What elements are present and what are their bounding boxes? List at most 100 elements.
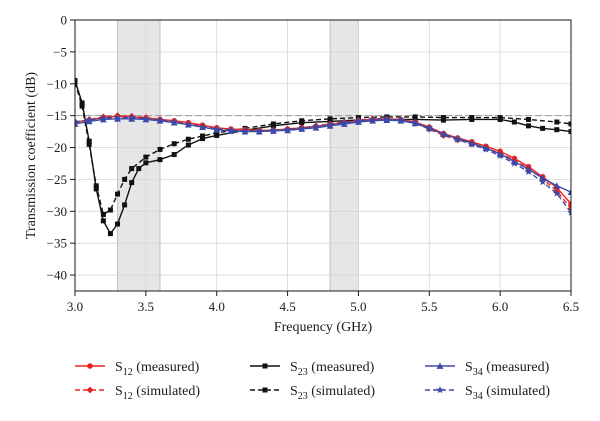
y-tick-label: −20 bbox=[47, 140, 67, 155]
series-s34-simulated-point bbox=[212, 125, 221, 133]
series-s23-simulated-point bbox=[440, 115, 446, 121]
series-s34-simulated-point bbox=[553, 189, 561, 197]
series-s23-simulated-point bbox=[214, 130, 220, 136]
series-s34-simulated-point bbox=[397, 116, 405, 124]
series-s34-simulated-point bbox=[538, 177, 547, 186]
series-s34-simulated-point bbox=[241, 126, 249, 135]
x-tick-label: 4.0 bbox=[209, 299, 225, 314]
series-s23-measured-point bbox=[540, 125, 546, 131]
series-s34-simulated-point bbox=[439, 130, 448, 138]
series-s34-simulated-point bbox=[269, 126, 278, 134]
x-tick-label: 5.0 bbox=[350, 299, 366, 314]
series-s34-simulated-point bbox=[425, 123, 434, 131]
y-tick-label: −30 bbox=[47, 204, 67, 219]
series-s23-measured-point bbox=[79, 100, 85, 106]
y-tick-label: −25 bbox=[47, 172, 67, 187]
series-s34-simulated-point bbox=[142, 114, 150, 123]
y-tick-label: −40 bbox=[47, 268, 67, 283]
series-s34-simulated-point bbox=[99, 114, 108, 122]
series-s23-simulated-point bbox=[299, 118, 305, 124]
legend-s12-simulated-label: S12 (simulated) bbox=[115, 384, 200, 402]
series-s23-simulated-point bbox=[86, 141, 92, 147]
y-axis-title: Transmission coefficient (dB) bbox=[24, 72, 39, 240]
series-s23-simulated-point bbox=[200, 133, 206, 139]
y-tick-label: −5 bbox=[53, 44, 67, 59]
series-s23-measured-point bbox=[115, 221, 121, 227]
series-s34-measured-point bbox=[567, 188, 571, 196]
series-s23-measured-point bbox=[525, 123, 531, 129]
legend: S12 (measured) S12 (simulated) S23 (measur… bbox=[75, 360, 550, 402]
series-s23-simulated-point bbox=[412, 114, 418, 120]
series-s23-simulated-point bbox=[79, 103, 85, 109]
series-s34-simulated-point bbox=[496, 151, 504, 160]
y-tick-label: −35 bbox=[47, 236, 67, 251]
series-s34-simulated-point bbox=[326, 120, 334, 128]
series-s23-simulated-point bbox=[100, 211, 106, 217]
series-s34-simulated-point bbox=[468, 140, 476, 148]
series-s34-simulated-point bbox=[382, 114, 391, 123]
series-s23-measured-point bbox=[200, 136, 206, 142]
series-s23-measured-point bbox=[107, 231, 113, 237]
series-s34-simulated-point bbox=[184, 120, 193, 128]
series-s23-measured-point bbox=[157, 157, 163, 163]
legend-s12-measured-marker bbox=[87, 363, 93, 369]
legend-s12-simulated-marker bbox=[86, 386, 94, 394]
legend-s12-measured: S12 (measured) bbox=[75, 360, 200, 378]
series-s23-simulated-point bbox=[93, 183, 99, 189]
series-s34-simulated bbox=[75, 113, 571, 216]
legend-s12-simulated: S12 (simulated) bbox=[75, 384, 200, 402]
legend-s34-measured-label: S34 (measured) bbox=[465, 360, 550, 378]
series-s23-simulated-point bbox=[497, 115, 503, 121]
legend-s34-simulated-marker bbox=[436, 386, 444, 394]
series-s23-measured-point bbox=[440, 117, 446, 123]
legend-s12-measured-label: S12 (measured) bbox=[115, 360, 200, 378]
plot-frame bbox=[74, 19, 572, 292]
series-s23-measured-point bbox=[100, 218, 106, 224]
series-s34-simulated-point bbox=[354, 116, 363, 124]
x-tick-label: 3.5 bbox=[138, 299, 154, 314]
series-s23-measured-point bbox=[136, 166, 142, 172]
x-tick-label: 3.0 bbox=[67, 299, 83, 314]
legend-s23-simulated-marker bbox=[262, 387, 268, 393]
series-s34-simulated-point bbox=[368, 115, 377, 123]
x-tick-label: 6.0 bbox=[492, 299, 508, 314]
y-tick-label: −10 bbox=[47, 76, 67, 91]
series-s23-measured-point bbox=[554, 127, 560, 133]
series-s23-measured-point bbox=[214, 132, 220, 138]
legend-s23-simulated: S23 (simulated) bbox=[250, 384, 375, 402]
series-s23-simulated-point bbox=[171, 141, 177, 147]
series-s23-simulated-point bbox=[122, 176, 128, 182]
series-s34-simulated-point bbox=[156, 116, 164, 124]
series-s34-simulated-point bbox=[75, 118, 79, 126]
x-tick-label: 6.5 bbox=[563, 299, 579, 314]
series-s34-measured-point bbox=[553, 182, 561, 189]
series-s23-simulated-point bbox=[129, 166, 135, 172]
series-s34-simulated-point bbox=[170, 118, 178, 126]
series-s23-measured-point bbox=[93, 186, 99, 192]
series-s34-simulated-point bbox=[340, 118, 349, 126]
series-s34-simulated-point bbox=[312, 122, 320, 130]
shaded-band-1 bbox=[117, 19, 161, 292]
series-s23-simulated-point bbox=[185, 136, 191, 142]
series-s23-measured-point bbox=[122, 202, 128, 208]
series-s23-simulated-point bbox=[75, 79, 78, 85]
legend-s34-measured-marker bbox=[436, 362, 444, 369]
legend-s23-measured-label: S23 (measured) bbox=[290, 360, 375, 378]
series-s23-measured-point bbox=[185, 142, 191, 148]
shaded-bands bbox=[117, 19, 359, 292]
series-s34-measured-point bbox=[539, 174, 547, 182]
series-s34-simulated-point bbox=[198, 123, 207, 131]
series-s23-simulated-point bbox=[469, 115, 475, 121]
shaded-band-2 bbox=[329, 19, 359, 292]
legend-s23-simulated-label: S23 (simulated) bbox=[290, 384, 375, 402]
series-s34-simulated-point bbox=[283, 125, 292, 133]
series-s23-simulated-point bbox=[525, 116, 531, 122]
legend-s23-measured: S23 (measured) bbox=[250, 360, 375, 378]
legend-s34-measured: S34 (measured) bbox=[425, 360, 550, 378]
legend-s34-simulated-label: S34 (simulated) bbox=[465, 384, 550, 402]
series-s23-measured-point bbox=[143, 160, 149, 166]
series-s34-simulated-point bbox=[453, 135, 462, 143]
series-s23-simulated-point bbox=[107, 207, 113, 213]
x-axis-title: Frequency (GHz) bbox=[274, 320, 373, 335]
series-s34-simulated-point bbox=[85, 116, 93, 124]
